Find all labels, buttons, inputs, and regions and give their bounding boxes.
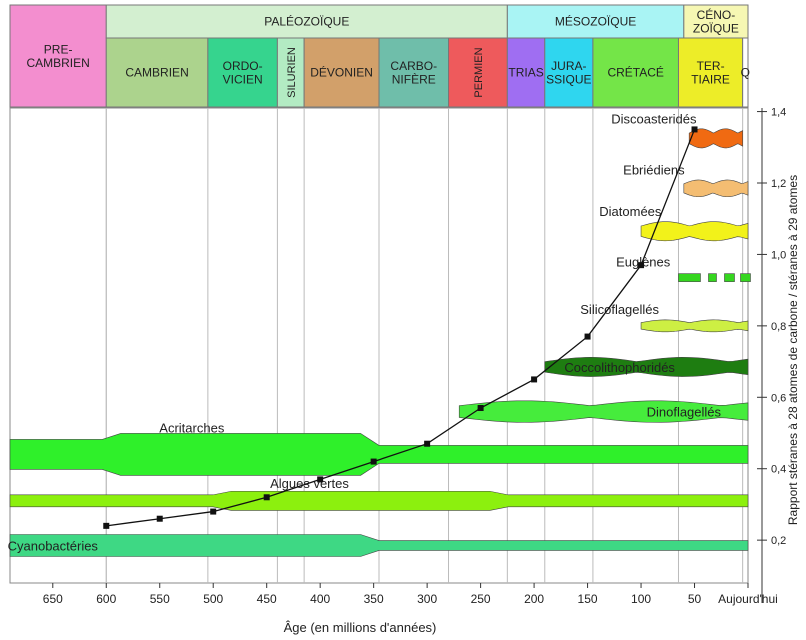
period-label: TER-TIAIRE xyxy=(691,59,730,86)
period-label: DÉVONIEN xyxy=(310,65,373,80)
taxon-label: Acritarches xyxy=(159,420,225,435)
band-shape xyxy=(640,221,749,242)
ratio-point xyxy=(103,522,110,529)
x-tick-label: 500 xyxy=(203,592,223,606)
band-shape xyxy=(640,319,749,333)
era-label: MÉSOZOÏQUE xyxy=(555,14,636,29)
ratio-point xyxy=(584,333,591,340)
period-box xyxy=(207,37,278,108)
period-label: PERMIEN xyxy=(473,47,485,97)
y-tick-label: 1,4 xyxy=(771,107,786,119)
ratio-point xyxy=(156,515,163,522)
band-segment xyxy=(740,273,751,282)
period-label: CARBO-NIFÈRE xyxy=(390,59,437,86)
ratio-point xyxy=(691,126,698,133)
band-shape xyxy=(688,128,743,149)
x-tick-label: 400 xyxy=(310,592,330,606)
era-box xyxy=(683,4,749,39)
x-tick-label: 250 xyxy=(471,592,491,606)
ratio-point xyxy=(531,376,538,383)
band-shape xyxy=(9,490,749,511)
x-tick-label: 300 xyxy=(417,592,437,606)
period-label: TRIAS xyxy=(508,66,543,80)
band-shape xyxy=(683,179,749,198)
era-label: PRE-CAMBRIEN xyxy=(26,43,89,70)
x-tick-label: 450 xyxy=(257,592,277,606)
x-tick-label: Aujourd'hui xyxy=(718,592,778,606)
era-label: CÉNO-ZOÏQUE xyxy=(693,7,739,35)
period-label: ORDO-VICIEN xyxy=(223,59,263,86)
period-label: CAMBRIEN xyxy=(125,66,188,80)
taxon-label: Silicoflagellés xyxy=(580,302,659,317)
period-box xyxy=(303,37,380,108)
x-tick-label: 150 xyxy=(578,592,598,606)
y-tick-label: 1,2 xyxy=(771,178,786,190)
band-segment xyxy=(708,273,717,282)
x-tick-label: 600 xyxy=(96,592,116,606)
period-label: CRÉTACÉ xyxy=(607,65,663,80)
x-tick-label: 200 xyxy=(524,592,544,606)
x-axis-label: Âge (en millions d'années) xyxy=(284,620,437,635)
period-box xyxy=(592,37,679,108)
era-box xyxy=(506,4,685,39)
taxa-bands: DiscoasteridésEbriédiensDiatoméesEuglène… xyxy=(8,111,751,557)
band-shape xyxy=(458,400,749,423)
axes: 650 600 550 500 450 400 350 300 250 200 150 100 50 Au… xyxy=(43,107,787,606)
x-tick-label: 650 xyxy=(43,592,63,606)
period-box xyxy=(105,37,209,108)
taxon-label: Discoasteridés xyxy=(611,111,697,126)
ratio-point xyxy=(638,262,645,269)
y-tick-label: 1,0 xyxy=(771,249,786,261)
period-label: Q xyxy=(741,66,750,80)
taxon-label: Coccolithophoridés xyxy=(564,360,675,375)
band-shape xyxy=(544,357,749,377)
band-shape xyxy=(9,534,749,557)
period-label: JURA-SSIQUE xyxy=(546,59,591,86)
x-tick-label: 550 xyxy=(150,592,170,606)
gridlines xyxy=(9,107,749,584)
y-tick-label: 0,4 xyxy=(771,464,786,476)
taxon-label: Diatomées xyxy=(599,204,662,219)
y-tick-label: 0,6 xyxy=(771,392,786,404)
period-box xyxy=(276,37,305,108)
period-box xyxy=(506,37,546,108)
period-label: SILURIEN xyxy=(286,47,298,98)
ratio-point xyxy=(317,476,324,483)
x-tick-label: 100 xyxy=(631,592,651,606)
y-tick-label: 0,8 xyxy=(771,321,786,333)
period-box xyxy=(544,37,594,108)
period-box xyxy=(378,37,450,108)
ratio-point xyxy=(477,405,484,411)
band-segment xyxy=(724,273,735,282)
era-label: PALÉOZOÏQUE xyxy=(264,14,349,29)
taxon-label: Ebriédiens xyxy=(623,162,685,177)
period-box xyxy=(677,37,744,108)
y-axis-label: Rapport stéranes à 28 atomes de carbone … xyxy=(786,175,800,525)
ratio-point xyxy=(263,494,270,501)
band-segment xyxy=(678,273,701,282)
ratio-point xyxy=(424,440,431,447)
x-tick-label: 350 xyxy=(364,592,384,606)
sterane-ratio-series xyxy=(103,126,698,529)
era-box xyxy=(9,4,107,108)
taxon-label: Cyanobactéries xyxy=(8,539,99,554)
y-tick-label: 0,2 xyxy=(771,535,786,547)
ratio-point xyxy=(370,458,377,465)
ratio-point xyxy=(210,508,217,515)
ratio-line xyxy=(106,129,696,527)
x-tick-label: 50 xyxy=(688,592,702,606)
geologic-timescale-header: PRE-CAMBRIEN PALÉOZOÏQUE MÉSOZOÏQUE CÉNO-ZO… xyxy=(9,4,750,108)
band-shape xyxy=(9,433,749,476)
taxon-label: Dinoflagellés xyxy=(647,405,722,420)
period-box xyxy=(742,37,749,108)
